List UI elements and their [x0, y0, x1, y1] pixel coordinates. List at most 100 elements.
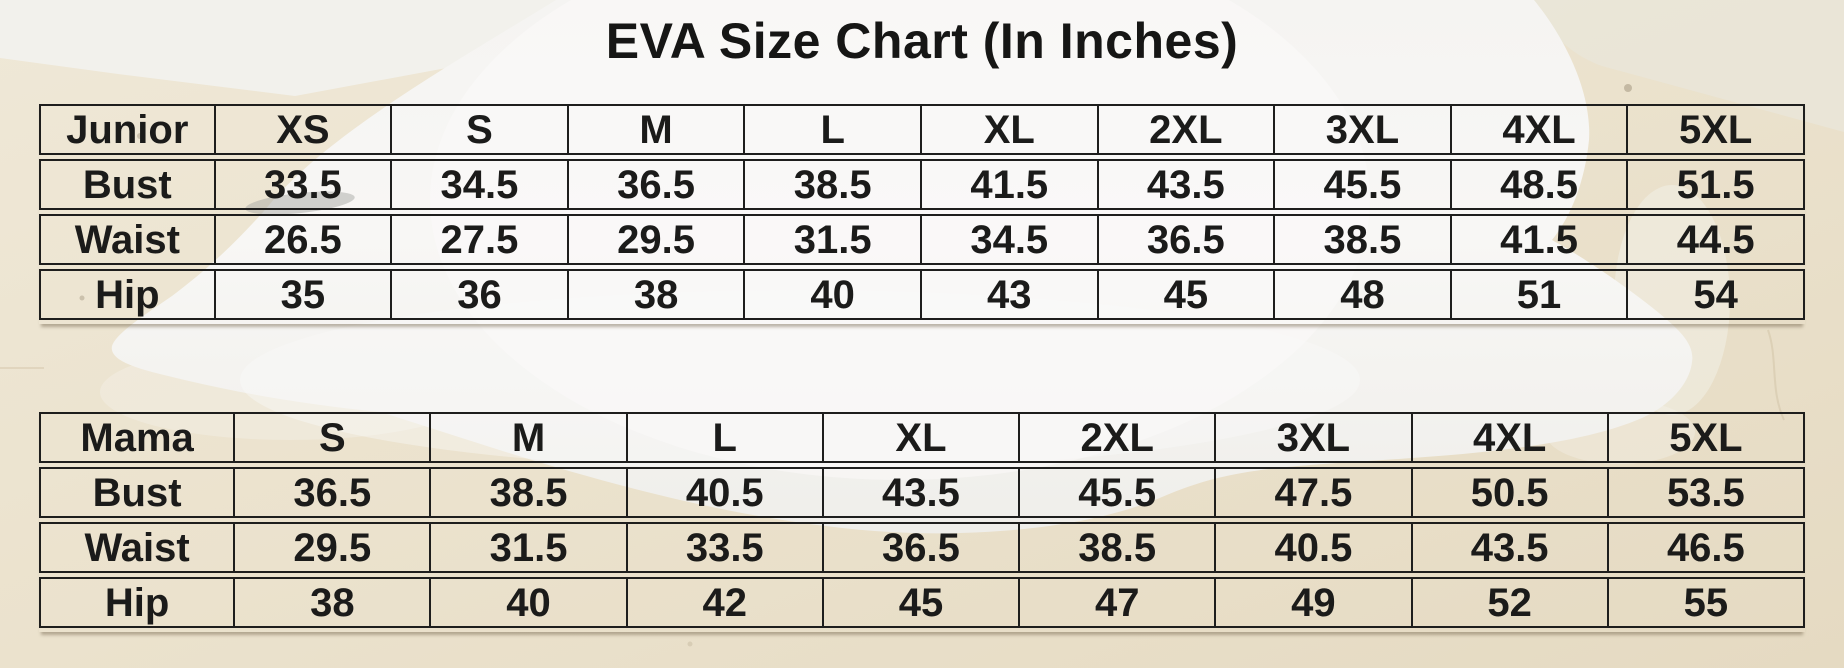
measurement-value-cell: 43.5 [823, 467, 1021, 518]
size-header-cell: L [627, 412, 824, 463]
measurement-value-cell: 38.5 [431, 467, 628, 518]
measurement-value-cell: 27.5 [392, 214, 569, 265]
size-header-cell: 5XL [1628, 104, 1805, 155]
measurement-value-cell: 46.5 [1608, 522, 1805, 573]
mama-size-table: Mama S M L XL 2XL 3XL 4XL 5XL Bust 36.5 38.5 40.5 43.… [39, 408, 1805, 632]
floor-speck-1 [1624, 84, 1632, 92]
measurement-label-cell: Hip [39, 269, 216, 320]
measurement-row: Hip 35 36 38 40 43 45 48 51 54 [39, 269, 1805, 320]
measurement-value-cell: 31.5 [431, 522, 628, 573]
measurement-value-cell: 48 [1275, 269, 1452, 320]
size-header-cell: 4XL [1451, 104, 1629, 155]
measurement-value-cell: 34.5 [921, 214, 1099, 265]
measurement-row: Waist 26.5 27.5 29.5 31.5 34.5 36.5 38.5 41.5 44.… [39, 214, 1805, 265]
measurement-value-cell: 50.5 [1412, 467, 1609, 518]
size-header-cell: 4XL [1412, 412, 1609, 463]
measurement-value-cell: 36.5 [823, 522, 1021, 573]
measurement-value-cell: 45 [823, 577, 1021, 628]
measurement-value-cell: 41.5 [921, 159, 1099, 210]
measurement-value-cell: 52 [1412, 577, 1609, 628]
measurement-label-cell: Bust [39, 159, 216, 210]
measurement-value-cell: 33.5 [215, 159, 393, 210]
measurement-value-cell: 43.5 [1098, 159, 1276, 210]
measurement-value-cell: 51.5 [1628, 159, 1805, 210]
floor-crack-right [1767, 329, 1785, 421]
size-header-cell: M [568, 104, 746, 155]
measurement-value-cell: 54 [1628, 269, 1805, 320]
measurement-value-cell: 29.5 [568, 214, 746, 265]
measurement-value-cell: 26.5 [215, 214, 393, 265]
measurement-value-cell: 43 [921, 269, 1099, 320]
wall-highlight-right [1528, 0, 1844, 132]
measurement-value-cell: 42 [627, 577, 824, 628]
measurement-value-cell: 36 [392, 269, 569, 320]
measurement-value-cell: 47.5 [1216, 467, 1413, 518]
wall-highlight-left [0, 0, 560, 96]
page-title: EVA Size Chart (In Inches) [605, 13, 1239, 69]
measurement-row: Bust 33.5 34.5 36.5 38.5 41.5 43.5 45.5 48.5 51.5 [39, 159, 1805, 210]
measurement-label-cell: Hip [39, 577, 236, 628]
measurement-value-cell: 45 [1098, 269, 1276, 320]
measurement-value-cell: 53.5 [1608, 467, 1805, 518]
measurement-value-cell: 36.5 [568, 159, 746, 210]
measurement-value-cell: 38.5 [1275, 214, 1452, 265]
measurement-value-cell: 36.5 [1098, 214, 1276, 265]
measurement-value-cell: 55 [1608, 577, 1805, 628]
floor-speck-4 [687, 641, 693, 647]
measurement-label-cell: Waist [39, 522, 236, 573]
measurement-value-cell: 47 [1020, 577, 1217, 628]
size-header-cell: 2XL [1098, 104, 1276, 155]
measurement-value-cell: 48.5 [1451, 159, 1629, 210]
measurement-value-cell: 31.5 [745, 214, 922, 265]
measurement-value-cell: 41.5 [1451, 214, 1629, 265]
measurement-value-cell: 49 [1216, 577, 1413, 628]
size-header-cell: XS [215, 104, 393, 155]
measurement-row: Bust 36.5 38.5 40.5 43.5 45.5 47.5 50.5 53.5 [39, 467, 1805, 518]
measurement-value-cell: 38 [568, 269, 746, 320]
measurement-value-cell: 34.5 [392, 159, 569, 210]
group-label-cell: Junior [39, 104, 216, 155]
measurement-value-cell: 40.5 [1216, 522, 1413, 573]
dress-train-sheen [240, 290, 1360, 470]
size-header-cell: 5XL [1608, 412, 1805, 463]
group-label-cell: Mama [39, 412, 236, 463]
measurement-label-cell: Waist [39, 214, 216, 265]
measurement-value-cell: 40.5 [627, 467, 824, 518]
measurement-value-cell: 33.5 [627, 522, 824, 573]
measurement-value-cell: 45.5 [1275, 159, 1452, 210]
size-header-row: Junior XS S M L XL 2XL 3XL 4XL 5XL [39, 104, 1805, 155]
dress-sheen [430, 0, 1370, 480]
size-header-cell: M [431, 412, 628, 463]
measurement-value-cell: 38 [235, 577, 432, 628]
size-header-cell: 2XL [1020, 412, 1217, 463]
measurement-value-cell: 44.5 [1628, 214, 1805, 265]
measurement-value-cell: 40 [431, 577, 628, 628]
size-header-cell: XL [823, 412, 1021, 463]
measurement-row: Waist 29.5 31.5 33.5 36.5 38.5 40.5 43.5 46.5 [39, 522, 1805, 573]
measurement-row: Hip 38 40 42 45 47 49 52 55 [39, 577, 1805, 628]
junior-size-table-body: Junior XS S M L XL 2XL 3XL 4XL 5XL Bust 33.5 34.5 36.… [39, 104, 1805, 320]
size-header-cell: S [235, 412, 432, 463]
size-header-cell: S [392, 104, 569, 155]
measurement-value-cell: 38.5 [1020, 522, 1217, 573]
size-header-cell: L [745, 104, 922, 155]
measurement-value-cell: 51 [1451, 269, 1629, 320]
measurement-value-cell: 36.5 [235, 467, 432, 518]
junior-size-table: Junior XS S M L XL 2XL 3XL 4XL 5XL Bust 33.5 34.5 36.… [39, 100, 1805, 324]
measurement-value-cell: 43.5 [1412, 522, 1609, 573]
floor-speck-3 [79, 295, 85, 301]
measurement-value-cell: 38.5 [745, 159, 922, 210]
size-header-cell: 3XL [1216, 412, 1413, 463]
size-header-cell: XL [921, 104, 1099, 155]
size-header-row: Mama S M L XL 2XL 3XL 4XL 5XL [39, 412, 1805, 463]
mama-size-table-body: Mama S M L XL 2XL 3XL 4XL 5XL Bust 36.5 38.5 40.5 43.… [39, 412, 1805, 628]
measurement-value-cell: 40 [745, 269, 922, 320]
size-header-cell: 3XL [1275, 104, 1452, 155]
measurement-label-cell: Bust [39, 467, 236, 518]
measurement-value-cell: 45.5 [1020, 467, 1217, 518]
floor-speck-2 [137, 133, 143, 139]
measurement-value-cell: 35 [215, 269, 393, 320]
measurement-value-cell: 29.5 [235, 522, 432, 573]
